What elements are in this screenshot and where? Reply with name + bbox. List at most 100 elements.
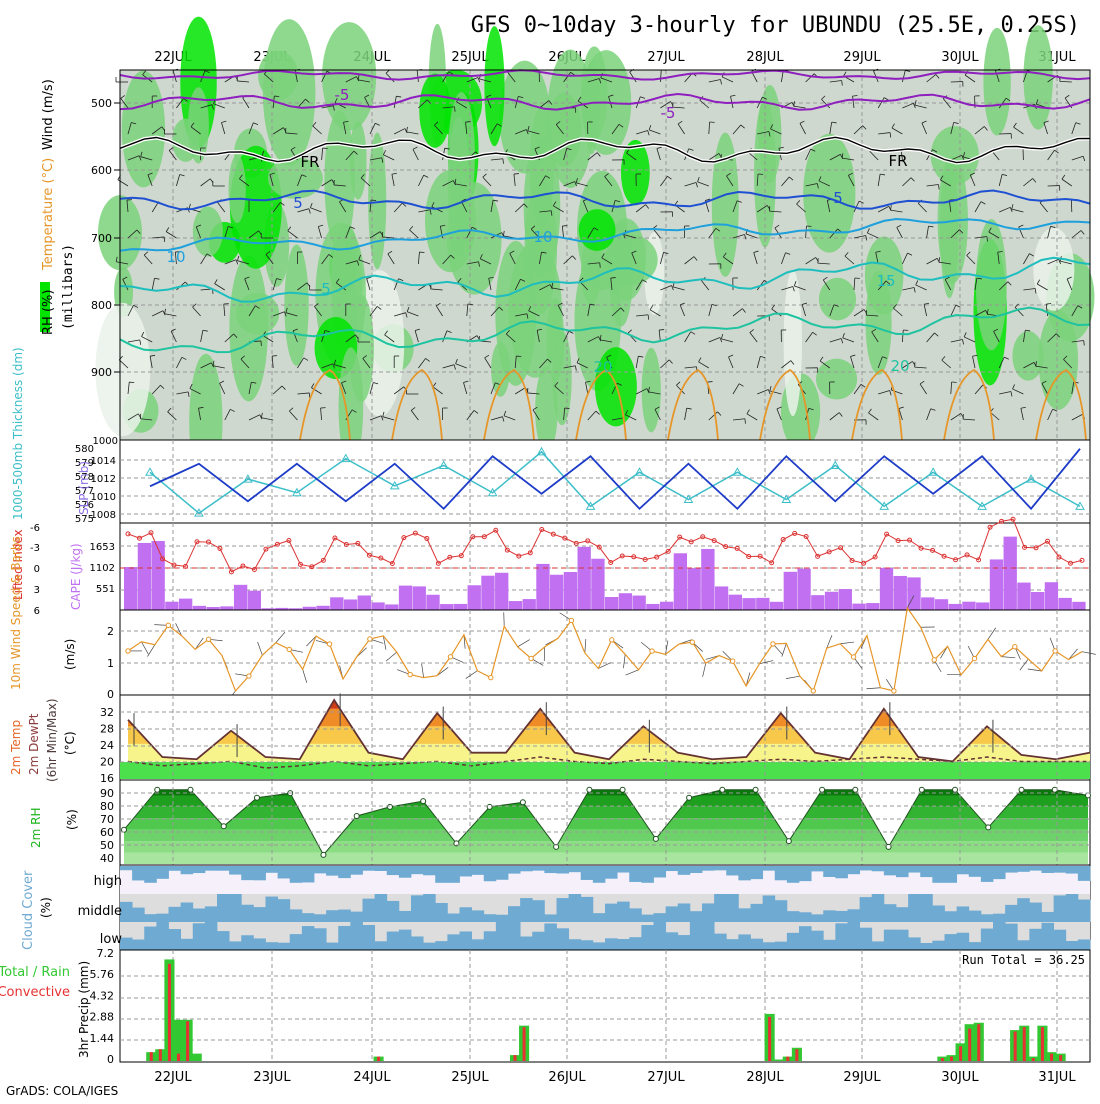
wind-speed-point [811,689,815,693]
cloud-bar [969,911,982,922]
cloud-bar [654,866,667,877]
wind-barb-flag [708,382,713,383]
cloud-bar [447,914,460,922]
cloud-bar [896,907,909,922]
precip-conv-bar [795,1049,798,1061]
cloud-bar [641,925,654,950]
cloud-bar [569,866,582,872]
contour-label: -5 [661,104,676,122]
cape-bar [179,599,192,610]
cape-bar [1004,537,1017,610]
cloud-bar [823,940,836,950]
rh-point [487,804,492,809]
top-date-label: 27JUL [647,50,685,65]
cloud-bar [726,939,739,950]
rh-patch [819,278,856,321]
cloud-bar [278,899,291,922]
wind-barb-flag [611,278,616,279]
rh-patch [605,235,658,285]
pressure-tick-label: 900 [91,366,112,379]
precip-conv-bar [977,1024,980,1061]
band-16-20 [120,762,1090,779]
cloud-bar [156,914,169,922]
precip-conv-bar [523,1027,526,1061]
cloud-bar [726,866,739,875]
cloud-bar [363,925,376,950]
cloud-bar [338,926,351,950]
precip-tick: 7.2 [97,947,115,960]
cape-bar [578,547,591,610]
precip-conv-bar [1023,1027,1026,1061]
rh-point [221,824,226,829]
cloud-bar [751,866,764,879]
rh-patch [803,134,855,253]
cloud-bar [860,928,873,950]
cloud-bar [945,866,958,883]
cloud-bar [1029,929,1042,950]
cape-bar [1059,598,1072,610]
cloud-bar [217,894,230,922]
wind-speed-point [892,689,896,693]
rh-point [820,787,825,792]
cape-bar [358,595,371,610]
precip-total-label: Total / Rain [0,965,70,980]
precip-total-bar [192,1054,202,1061]
precip-conv-bar [1041,1027,1044,1061]
rh-tick: 50 [100,839,114,852]
cloud-bar [593,866,606,883]
cloud-bar [763,942,776,950]
cape-bar [990,559,1003,610]
cape-bar [440,604,453,610]
cloud-bar [775,866,788,880]
slp-top-tick: 1000 [93,436,118,447]
contour-label: 15 [876,272,895,290]
slp-tick: 1014 [91,456,116,467]
cloud-bar [544,914,557,922]
temp-tick: 16 [100,772,114,785]
cloud-bar [508,866,521,874]
cloud-bar [144,927,157,950]
wind-speed-point [166,623,170,627]
cloud-bar [387,901,400,922]
cloud-bar [993,922,1006,950]
cloud-bar [678,866,691,875]
wind-barb-flag [551,211,552,216]
cloud-bar [678,903,691,922]
cloud-bar [848,866,861,874]
slp-tick: 1010 [91,492,116,503]
cloud-bar [787,911,800,922]
cloud-bar [472,939,485,950]
rh-point [620,787,625,792]
bottom-date-label: 24JUL [353,1070,391,1085]
bottom-date-label: 22JUL [154,1070,192,1085]
cloud-bar [156,866,169,879]
wind-speed-point [569,618,573,622]
cloud-bar [496,922,509,950]
cloud-bar [253,866,266,880]
cloud-bar [520,937,533,950]
cloud-bar [629,937,642,950]
cloud-bar [1017,940,1030,950]
cape-bar [715,586,728,610]
wind-speed-point [690,640,694,644]
temp2m-label: 2m Temp [9,720,23,775]
wind-speed-point [489,675,493,679]
wind-barb-flag [503,159,504,164]
cloud-bar [908,937,921,950]
cloud-bar [654,913,667,922]
cloud-bar [496,866,509,880]
cloud-bar [932,866,945,883]
cloud-bar [169,907,182,922]
cloud-bar [411,936,424,950]
cloud-bar [920,866,933,877]
cloud-bar [945,911,958,922]
wind-speed-point [1053,649,1057,653]
wind-speed-point [650,649,654,653]
precip-tick: 1.44 [90,1032,115,1045]
cloud-bar [278,866,291,878]
wind-speed-point [972,656,976,660]
